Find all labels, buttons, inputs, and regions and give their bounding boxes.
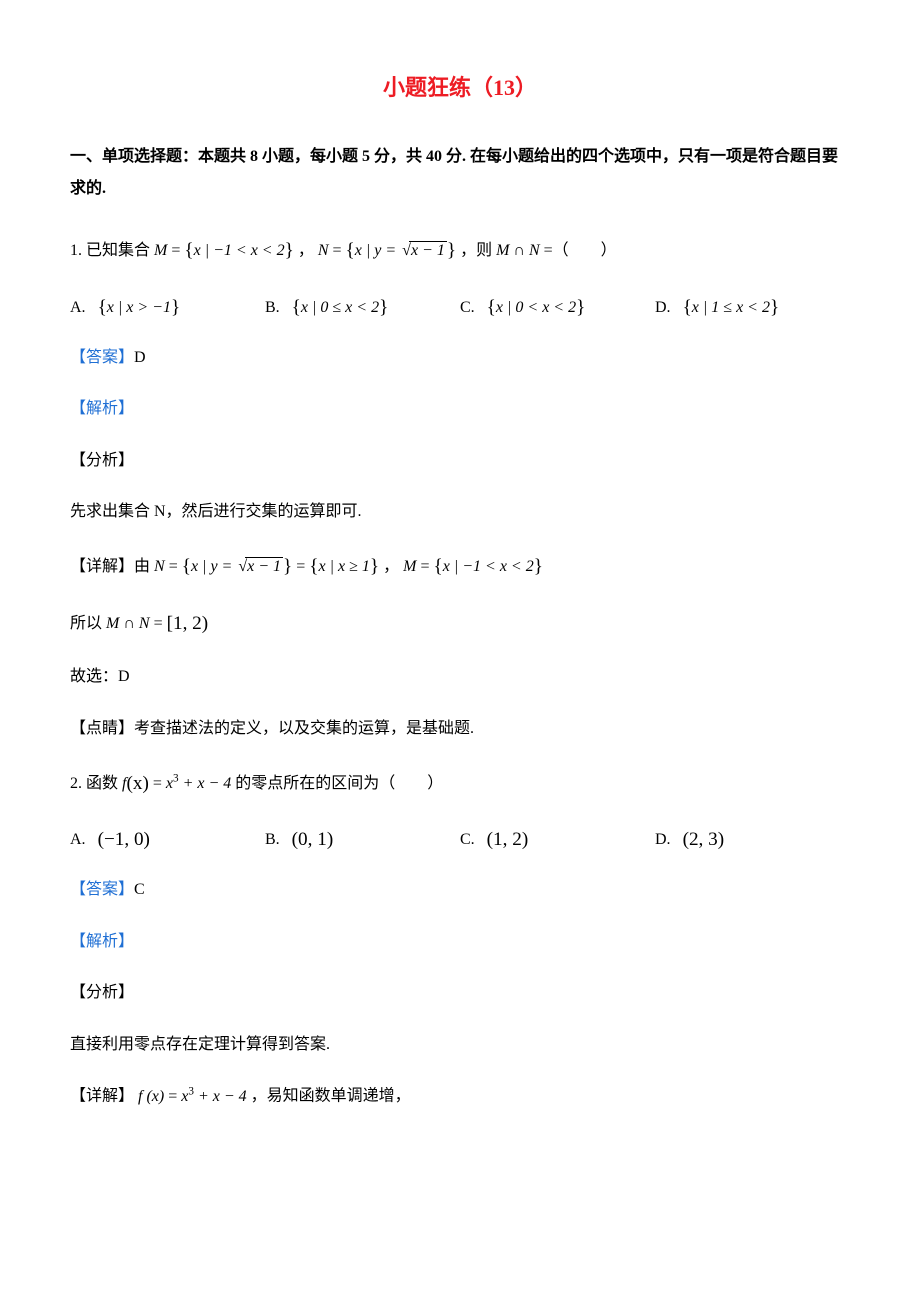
- q1-guxuan: 故选：D: [70, 664, 850, 690]
- q1-opt-d-inner: x | 1 ≤ x < 2: [692, 299, 770, 316]
- q2-eq: =: [149, 775, 166, 792]
- q1-detail-N-sqrt: x − 1: [245, 557, 283, 575]
- q1-detail-N-eq: =: [165, 558, 182, 575]
- q2-option-b: B. (0, 1): [265, 824, 460, 855]
- q2-answer-value: C: [134, 881, 145, 898]
- q2-fenxi-text: 直接利用零点存在定理计算得到答案.: [70, 1032, 850, 1058]
- q1-N-lhs: N: [318, 242, 329, 259]
- q1-options: A. {x | x > −1} B. {x | 0 ≤ x < 2} C. {x…: [70, 292, 850, 323]
- q1-N-set-pre: x | y =: [355, 242, 400, 259]
- q1-detail-N-set2: x | x ≥ 1: [319, 558, 370, 575]
- option-label: B.: [265, 831, 280, 848]
- q2-rhs-b: + x − 4: [179, 775, 232, 792]
- option-label: A.: [70, 299, 86, 316]
- q1-analysis: 【解析】: [70, 396, 850, 422]
- q1-MintN: M ∩ N: [496, 242, 540, 259]
- analysis-label: 【解析】: [70, 933, 134, 950]
- q2-detail: 【详解】 f (x) = x3 + x − 4 ，易知函数单调递增，: [70, 1083, 850, 1109]
- detail-label: 【详解】: [70, 558, 134, 575]
- q2-opt-b-int: (0, 1): [292, 829, 334, 850]
- q1-dianjing: 【点睛】考查描述法的定义，以及交集的运算，是基础题.: [70, 716, 850, 742]
- option-label: C.: [460, 831, 475, 848]
- q1-option-c: C. {x | 0 < x < 2}: [460, 292, 655, 323]
- q2-option-c: C. (1, 2): [460, 824, 655, 855]
- dianjing-label: 【点睛】: [70, 720, 134, 737]
- q1-guxuan-value: D: [118, 668, 130, 685]
- q1-fenxi-label: 【分析】: [70, 448, 850, 474]
- q1-dianjing-text: 考查描述法的定义，以及交集的运算，是基础题.: [134, 720, 474, 737]
- q1-detail2-expr: M ∩ N: [106, 615, 150, 632]
- q1-stem-suffix: ，则: [460, 242, 496, 259]
- q1-option-a: A. {x | x > −1}: [70, 292, 265, 323]
- q2-option-d: D. (2, 3): [655, 824, 850, 855]
- q2-analysis: 【解析】: [70, 929, 850, 955]
- q1-stem-tail: =（ ）: [540, 242, 617, 259]
- q1-detail-N-pre: x | y =: [191, 558, 236, 575]
- q1-opt-b-inner: x | 0 ≤ x < 2: [301, 299, 379, 316]
- q1-fenxi-text: 先求出集合 N，然后进行交集的运算即可.: [70, 499, 850, 525]
- q2-options: A. (−1, 0) B. (0, 1) C. (1, 2) D. (2, 3): [70, 824, 850, 855]
- q1-opt-c-inner: x | 0 < x < 2: [496, 299, 576, 316]
- guxuan-label: 故选：: [70, 668, 118, 685]
- q2-opt-d-int: (2, 3): [683, 829, 725, 850]
- analysis-label: 【解析】: [70, 400, 134, 417]
- q1-detail-N-lhs: N: [154, 558, 165, 575]
- answer-label: 【答案】: [70, 881, 134, 898]
- q1-detail-line1: 【详解】由 N = {x | y = x − 1} = {x | x ≥ 1} …: [70, 551, 850, 582]
- q2-detail-eq: =: [164, 1088, 181, 1105]
- q2-paren-x: (x): [126, 773, 148, 794]
- q1-detail-M-eq: =: [416, 558, 433, 575]
- q1-N-eq: =: [329, 242, 346, 259]
- q1-answer: 【答案】D: [70, 345, 850, 371]
- section-intro: 一、单项选择题：本题共 8 小题，每小题 5 分，共 40 分. 在每小题给出的…: [70, 141, 850, 205]
- q2-rhs-a: x: [166, 775, 173, 792]
- q1-detail-line2: 所以 M ∩ N = [1, 2): [70, 608, 850, 639]
- q1-N-sqrt: x − 1: [409, 241, 447, 259]
- option-label: D.: [655, 831, 671, 848]
- q2-answer: 【答案】C: [70, 877, 850, 903]
- q2-option-a: A. (−1, 0): [70, 824, 265, 855]
- q2-opt-a-int: (−1, 0): [98, 829, 150, 850]
- q2-number: 2.: [70, 775, 82, 792]
- q1-number: 1.: [70, 242, 82, 259]
- answer-label: 【答案】: [70, 349, 134, 366]
- q1-detail2-eq: =: [150, 615, 167, 632]
- q1-detail-pre: 由: [134, 558, 154, 575]
- q1-detail2-pre: 所以: [70, 615, 106, 632]
- q2-stem-prefix: 函数: [86, 775, 122, 792]
- q1-M-set: x | −1 < x < 2: [194, 242, 285, 259]
- q2-detail-suffix: ，易知函数单调递增，: [247, 1088, 411, 1105]
- q1-M-lhs: M: [154, 242, 167, 259]
- q2-fenxi-label: 【分析】: [70, 980, 850, 1006]
- q1-option-b: B. {x | 0 ≤ x < 2}: [265, 292, 460, 323]
- q1-stem: 1. 已知集合 M = {x | −1 < x < 2} ， N = {x | …: [70, 235, 850, 266]
- q2-stem-suffix: 的零点所在的区间为（ ）: [231, 775, 443, 792]
- page-title: 小题狂练（13）: [70, 70, 850, 105]
- q2-opt-c-int: (1, 2): [487, 829, 529, 850]
- option-label: D.: [655, 299, 671, 316]
- q1-detail-M-lhs: M: [403, 558, 416, 575]
- option-label: B.: [265, 299, 280, 316]
- option-label: A.: [70, 831, 86, 848]
- q1-option-d: D. {x | 1 ≤ x < 2}: [655, 292, 850, 323]
- q1-opt-a-inner: x | x > −1: [107, 299, 171, 316]
- option-label: C.: [460, 299, 475, 316]
- q1-M-eq: =: [167, 242, 184, 259]
- q1-stem-prefix: 已知集合: [86, 242, 154, 259]
- q2-stem: 2. 函数 f(x) = x3 + x − 4 的零点所在的区间为（ ）: [70, 768, 850, 799]
- q2-detail-f: f (x): [138, 1088, 164, 1105]
- q2-detail-rhs-b: + x − 4: [194, 1088, 247, 1105]
- q1-detail-N-eq2: =: [292, 558, 309, 575]
- q1-detail2-interval: [1, 2): [167, 613, 209, 634]
- q1-answer-value: D: [134, 349, 146, 366]
- q1-detail-sep: ，: [383, 558, 399, 575]
- detail-label: 【详解】: [70, 1088, 134, 1105]
- q1-sep1: ，: [298, 242, 314, 259]
- q1-detail-M-set: x | −1 < x < 2: [443, 558, 534, 575]
